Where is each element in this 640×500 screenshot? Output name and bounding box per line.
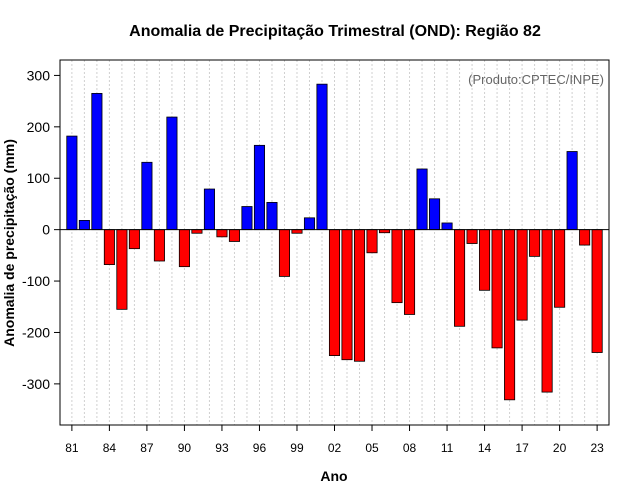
bar-1981 (66, 135, 78, 231)
bar-2005 (366, 229, 378, 254)
bar-2008 (404, 229, 416, 315)
bar-2022 (579, 229, 591, 246)
bar-1990 (178, 229, 190, 268)
bar-1993 (216, 229, 228, 238)
y-tick-label: 100 (27, 170, 51, 186)
x-tick-label: 99 (290, 441, 304, 455)
bar-2014 (479, 229, 491, 291)
bar-1983 (91, 93, 103, 231)
y-tick-label: 0 (42, 222, 50, 238)
bar-2020 (554, 229, 566, 308)
bar-1991 (191, 229, 203, 234)
product-credit: (Produto:CPTEC/INPE) (468, 72, 604, 87)
bar-2003 (341, 229, 353, 361)
x-tick-label: 08 (403, 441, 417, 455)
x-axis: 81 84 87 90 93 96 99 02 05 08 11 14 17 20 23 (65, 425, 604, 455)
bar-1988 (153, 229, 165, 262)
y-tick-label: 200 (27, 119, 51, 135)
y-tick-label: -100 (22, 273, 50, 289)
bar-1984 (103, 229, 115, 266)
y-axis-title: Anomalia de precipitação (mm) (1, 139, 17, 347)
x-tick-label: 17 (515, 441, 529, 455)
bars (66, 83, 603, 401)
x-tick-label: 23 (590, 441, 604, 455)
x-tick-label: 84 (103, 441, 117, 455)
bar-1994 (228, 229, 240, 242)
bar-1995 (241, 206, 253, 231)
bar-1992 (203, 188, 215, 231)
x-tick-label: 90 (178, 441, 192, 455)
bar-2013 (466, 229, 478, 244)
bar-1986 (128, 229, 140, 250)
bar-2004 (353, 229, 366, 362)
bar-2012 (454, 229, 466, 327)
bar-2016 (504, 229, 516, 401)
bar-1985 (116, 229, 128, 310)
bar-1987 (141, 161, 153, 231)
x-tick-label: 11 (441, 441, 454, 455)
bar-2011 (441, 222, 453, 231)
bar-2021 (566, 151, 578, 231)
x-tick-label: 02 (328, 441, 342, 455)
x-tick-label: 20 (553, 441, 567, 455)
bar-2010 (429, 198, 441, 231)
bar-1982 (78, 219, 90, 231)
bar-2017 (516, 229, 528, 321)
y-tick-label: 300 (27, 67, 51, 83)
y-tick-label: -200 (22, 324, 50, 340)
x-tick-label: 93 (215, 441, 229, 455)
bar-2018 (529, 229, 541, 257)
x-tick-label: 05 (365, 441, 379, 455)
y-axis: -300 -200 -100 0 100 200 300 (22, 67, 60, 392)
y-tick-label: -300 (22, 376, 50, 392)
bar-2023 (591, 229, 603, 353)
x-tick-label: 96 (253, 441, 267, 455)
bar-2001 (316, 83, 328, 231)
bar-2019 (541, 229, 553, 393)
chart-title: Anomalia de Precipitação Trimestral (OND… (129, 23, 541, 40)
x-tick-label: 87 (140, 441, 154, 455)
bar-1996 (253, 144, 265, 231)
bar-1998 (278, 229, 291, 277)
bar-2007 (391, 229, 403, 304)
bar-1989 (166, 116, 178, 231)
x-tick-label: 81 (65, 441, 79, 455)
x-tick-label: 14 (478, 441, 492, 455)
bar-1999 (291, 229, 303, 234)
bar-2000 (303, 217, 316, 231)
bar-2015 (491, 229, 503, 349)
x-axis-title: Ano (320, 468, 347, 484)
bar-2009 (416, 168, 428, 231)
bar-1997 (266, 202, 278, 231)
bar-2002 (328, 229, 341, 356)
